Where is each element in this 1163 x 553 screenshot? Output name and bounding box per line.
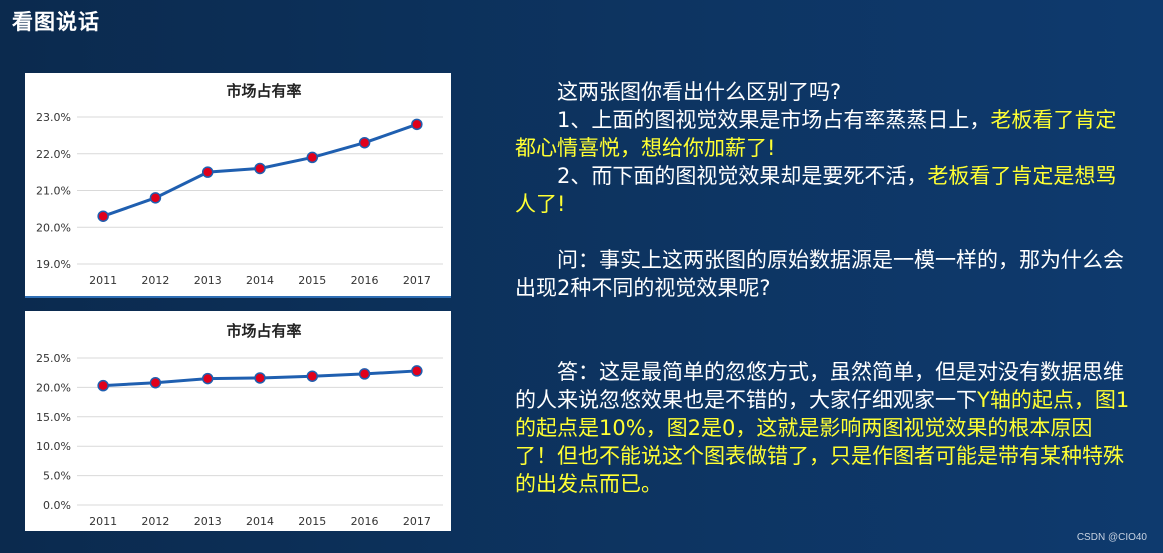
y-tick-label: 23.0%: [36, 111, 71, 124]
data-point: [411, 365, 423, 377]
data-point: [358, 368, 371, 380]
y-tick-label: 20.0%: [36, 381, 71, 394]
x-tick-label: 2014: [246, 515, 274, 528]
data-point: [149, 192, 162, 204]
y-tick-label: 0.0%: [43, 499, 71, 512]
data-point: [411, 118, 423, 131]
point-one-highlight: 老板看了肯定都心情喜悦，想给你加薪了!: [515, 108, 1117, 160]
x-tick-label: 2013: [194, 515, 222, 528]
data-point: [97, 379, 109, 392]
x-tick-label: 2014: [246, 274, 274, 287]
explanation-text: 这两张图你看出什么区别了吗? 1、上面的图视觉效果是市场占有率蒸蒸日上，老板看了…: [515, 78, 1133, 498]
data-point: [201, 166, 214, 178]
intro-question: 这两张图你看出什么区别了吗?: [557, 80, 842, 104]
y-tick-label: 5.0%: [43, 470, 71, 483]
x-tick-label: 2013: [194, 274, 222, 287]
x-tick-label: 2016: [351, 515, 379, 528]
point-one: 1、上面的图视觉效果是市场占有率蒸蒸日上，老板看了肯定都心情喜悦，想给你加薪了!: [515, 108, 1117, 160]
y-tick-label: 22.0%: [36, 148, 71, 161]
market-share-chart-top: 市场占有率 19.0% 20.0% 21.0% 22.0% 23.0% 2011 2012 20…: [36, 82, 443, 287]
x-tick-label: 2017: [403, 274, 431, 287]
y-tick-label: 15.0%: [36, 411, 71, 424]
answer-highlight: Y轴的起点，图1的起点是10%，图2是0，这就是影响两图视觉效果的根本原因了！但…: [515, 388, 1130, 496]
y-tick-label: 19.0%: [36, 258, 71, 271]
x-tick-label: 2015: [298, 515, 326, 528]
x-tick-label: 2011: [89, 274, 117, 287]
data-point: [201, 372, 214, 385]
chart-title: 市场占有率: [226, 322, 301, 340]
market-share-chart-bottom: 市场占有率 0.0% 5.0% 10.0% 15.0% 20.0% 25.0% 2011 201…: [36, 322, 443, 528]
data-point: [358, 136, 371, 149]
answer: 答：这是最简单的忽悠方式，虽然简单，但是对没有数据思维的人来说忽悠效果也是不错的…: [515, 360, 1130, 496]
data-point: [306, 370, 319, 382]
y-tick-label: 20.0%: [36, 221, 71, 234]
data-point: [254, 372, 266, 384]
page-title: 看图说话: [12, 10, 100, 34]
chart-panel-bottom: 市场占有率 0.0% 5.0% 10.0% 15.0% 20.0% 25.0% 2011 201…: [25, 311, 451, 531]
data-point: [97, 210, 109, 222]
watermark: CSDN @CIO40: [1076, 532, 1147, 543]
y-tick-label: 10.0%: [36, 440, 71, 453]
x-tick-label: 2011: [89, 515, 117, 528]
x-tick-label: 2012: [141, 515, 169, 528]
data-point: [149, 376, 162, 389]
x-tick-label: 2015: [298, 274, 326, 287]
x-tick-label: 2017: [403, 515, 431, 528]
x-tick-label: 2012: [141, 274, 169, 287]
data-point: [306, 151, 319, 164]
main-question: 问：事实上这两张图的原始数据源是一模一样的，那为什么会出现2种不同的视觉效果呢?: [515, 248, 1124, 300]
data-point: [254, 162, 266, 175]
point-two: 2、而下面的图视觉效果却是要死不活，老板看了肯定是想骂人了!: [515, 164, 1117, 216]
chart-panel-top: 市场占有率 19.0% 20.0% 21.0% 22.0% 23.0% 2011 2012 20…: [25, 73, 451, 298]
chart-title: 市场占有率: [226, 82, 301, 100]
point-two-highlight: 老板看了肯定是想骂人了!: [515, 164, 1117, 216]
x-tick-label: 2016: [351, 274, 379, 287]
y-tick-label: 21.0%: [36, 185, 71, 198]
y-tick-label: 25.0%: [36, 352, 71, 365]
